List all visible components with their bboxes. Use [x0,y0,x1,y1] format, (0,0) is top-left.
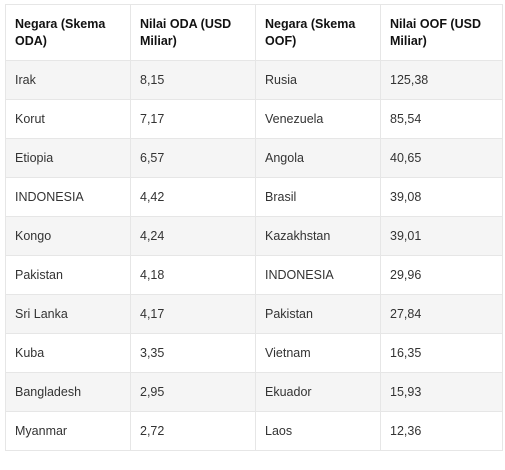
table-row: Pakistan 4,18 INDONESIA 29,96 [5,255,503,295]
oof-value-cell: 125,38 [380,60,503,100]
table-row: Korut 7,17 Venezuela 85,54 [5,99,503,139]
oda-country-cell: Myanmar [5,411,131,451]
oda-country-cell: Irak [5,60,131,100]
oof-value-cell: 27,84 [380,294,503,334]
oda-value-cell: 4,42 [130,177,256,217]
oda-value-cell: 3,35 [130,333,256,373]
header-oda-country: Negara (Skema ODA) [5,4,131,61]
oda-country-cell: Sri Lanka [5,294,131,334]
oof-country-cell: Kazakhstan [255,216,381,256]
oof-country-cell: Venezuela [255,99,381,139]
oda-value-cell: 4,24 [130,216,256,256]
header-row: Negara (Skema ODA) Nilai ODA (USD Miliar… [5,4,503,61]
table-header: Negara (Skema ODA) Nilai ODA (USD Miliar… [5,4,503,61]
oof-value-cell: 85,54 [380,99,503,139]
oda-value-cell: 7,17 [130,99,256,139]
oof-value-cell: 39,01 [380,216,503,256]
oda-value-cell: 4,18 [130,255,256,295]
oda-country-cell: Kuba [5,333,131,373]
oda-value-cell: 8,15 [130,60,256,100]
table-body: Irak 8,15 Rusia 125,38 Korut 7,17 Venezu… [5,60,503,451]
oda-country-cell: Korut [5,99,131,139]
header-oof-country: Negara (Skema OOF) [255,4,381,61]
table-row: Myanmar 2,72 Laos 12,36 [5,411,503,451]
oda-value-cell: 2,95 [130,372,256,412]
oof-value-cell: 29,96 [380,255,503,295]
oof-country-cell: Pakistan [255,294,381,334]
oof-value-cell: 15,93 [380,372,503,412]
oof-value-cell: 40,65 [380,138,503,178]
header-oof-value: Nilai OOF (USD Miliar) [380,4,503,61]
table-row: Sri Lanka 4,17 Pakistan 27,84 [5,294,503,334]
oda-country-cell: Kongo [5,216,131,256]
oda-country-cell: Etiopia [5,138,131,178]
oof-country-cell: Brasil [255,177,381,217]
oda-country-cell: INDONESIA [5,177,131,217]
oda-value-cell: 2,72 [130,411,256,451]
oda-oof-table: Negara (Skema ODA) Nilai ODA (USD Miliar… [5,4,503,451]
oof-country-cell: Vietnam [255,333,381,373]
table-row: Bangladesh 2,95 Ekuador 15,93 [5,372,503,412]
oof-country-cell: Rusia [255,60,381,100]
table-row: Etiopia 6,57 Angola 40,65 [5,138,503,178]
oof-value-cell: 39,08 [380,177,503,217]
oda-value-cell: 6,57 [130,138,256,178]
oof-country-cell: Ekuador [255,372,381,412]
oof-value-cell: 12,36 [380,411,503,451]
oof-value-cell: 16,35 [380,333,503,373]
oof-country-cell: INDONESIA [255,255,381,295]
table-row: Kuba 3,35 Vietnam 16,35 [5,333,503,373]
table-row: INDONESIA 4,42 Brasil 39,08 [5,177,503,217]
oof-country-cell: Angola [255,138,381,178]
table-row: Irak 8,15 Rusia 125,38 [5,60,503,100]
table-row: Kongo 4,24 Kazakhstan 39,01 [5,216,503,256]
oda-country-cell: Pakistan [5,255,131,295]
data-table-container: Negara (Skema ODA) Nilai ODA (USD Miliar… [5,4,503,451]
oda-value-cell: 4,17 [130,294,256,334]
header-oda-value: Nilai ODA (USD Miliar) [130,4,256,61]
oof-country-cell: Laos [255,411,381,451]
oda-country-cell: Bangladesh [5,372,131,412]
